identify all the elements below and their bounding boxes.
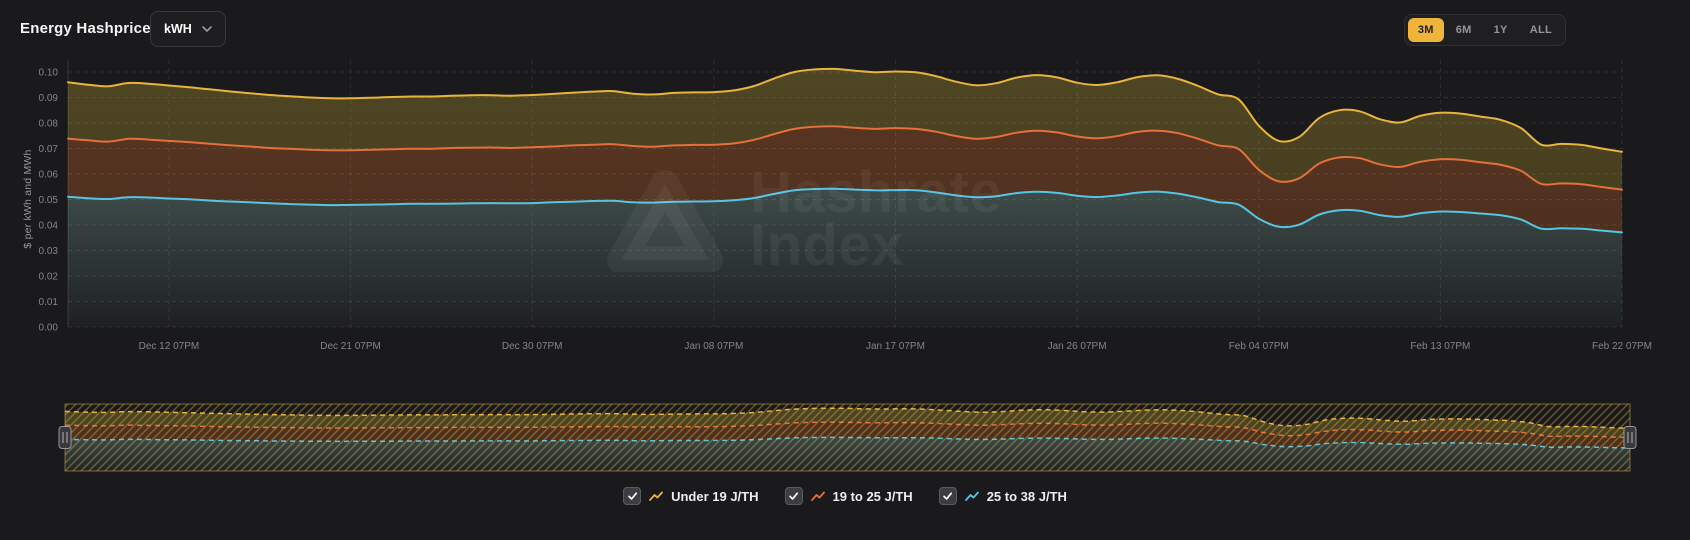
legend: Under 19 J/TH 19 to 25 J/TH 25 to 38 J/T…: [0, 487, 1690, 505]
y-tick-label: 0.08: [39, 119, 59, 130]
range-selector: 3M 6M 1Y ALL: [1403, 14, 1566, 46]
series-sparkline-icon: [964, 491, 979, 501]
area-under-19: [68, 68, 1622, 190]
x-tick-label: Feb 13 07PM: [1410, 341, 1470, 352]
x-tick-label: Jan 17 07PM: [866, 341, 925, 352]
series-sparkline-icon: [810, 491, 825, 501]
checkbox-checked-icon[interactable]: [784, 487, 803, 505]
y-tick-label: 0.01: [39, 297, 59, 308]
x-tick-label: Jan 26 07PM: [1048, 341, 1107, 352]
legend-label: Under 19 J/TH: [671, 488, 759, 504]
y-tick-label: 0.05: [39, 195, 59, 206]
area-19-to-25: [68, 126, 1622, 233]
brush-handle-right[interactable]: [1623, 426, 1637, 449]
range-button-all[interactable]: ALL: [1520, 18, 1562, 42]
x-tick-label: Feb 04 07PM: [1229, 341, 1289, 352]
checkbox-checked-icon[interactable]: [938, 487, 957, 505]
legend-item-under-19[interactable]: Under 19 J/TH: [623, 487, 759, 505]
page-title: Energy Hashprice: [20, 20, 151, 37]
unit-dropdown-value: kWH: [164, 22, 192, 36]
y-tick-label: 0.02: [39, 272, 59, 283]
x-tick-label: Jan 08 07PM: [684, 341, 743, 352]
y-tick-label: 0.03: [39, 246, 59, 257]
brush-handle-left[interactable]: [58, 426, 72, 449]
series-line-1: [67, 125, 1623, 191]
y-tick-label: 0.10: [39, 68, 59, 79]
range-button-6m[interactable]: 6M: [1446, 18, 1482, 42]
x-tick-label: Dec 30 07PM: [502, 341, 563, 352]
series-line-2: [67, 187, 1623, 234]
x-tick-label: Dec 21 07PM: [320, 341, 381, 352]
series-line-0: [67, 67, 1623, 153]
area-25-to-38: [68, 188, 1622, 327]
legend-item-25-to-38[interactable]: 25 to 38 J/TH: [938, 487, 1067, 505]
legend-label: 25 to 38 J/TH: [986, 488, 1067, 504]
series-sparkline-icon: [649, 491, 663, 501]
range-button-3m[interactable]: 3M: [1407, 18, 1444, 42]
x-tick-label: Feb 22 07PM: [1592, 341, 1652, 352]
y-tick-label: 0.09: [39, 93, 59, 104]
checkbox-checked-icon[interactable]: [623, 487, 642, 505]
y-tick-label: 0.07: [39, 144, 59, 155]
y-tick-label: 0.04: [39, 221, 59, 232]
y-tick-label: 0.06: [39, 170, 59, 181]
legend-label: 19 to 25 J/TH: [832, 488, 913, 504]
y-tick-label: 0.00: [39, 323, 59, 334]
chevron-down-icon: [201, 25, 212, 32]
unit-dropdown[interactable]: kWH: [150, 11, 226, 47]
x-tick-label: Dec 12 07PM: [139, 341, 200, 352]
legend-item-19-to-25[interactable]: 19 to 25 J/TH: [784, 487, 913, 505]
brush-selection[interactable]: [64, 403, 1631, 472]
range-button-1y[interactable]: 1Y: [1484, 18, 1518, 42]
